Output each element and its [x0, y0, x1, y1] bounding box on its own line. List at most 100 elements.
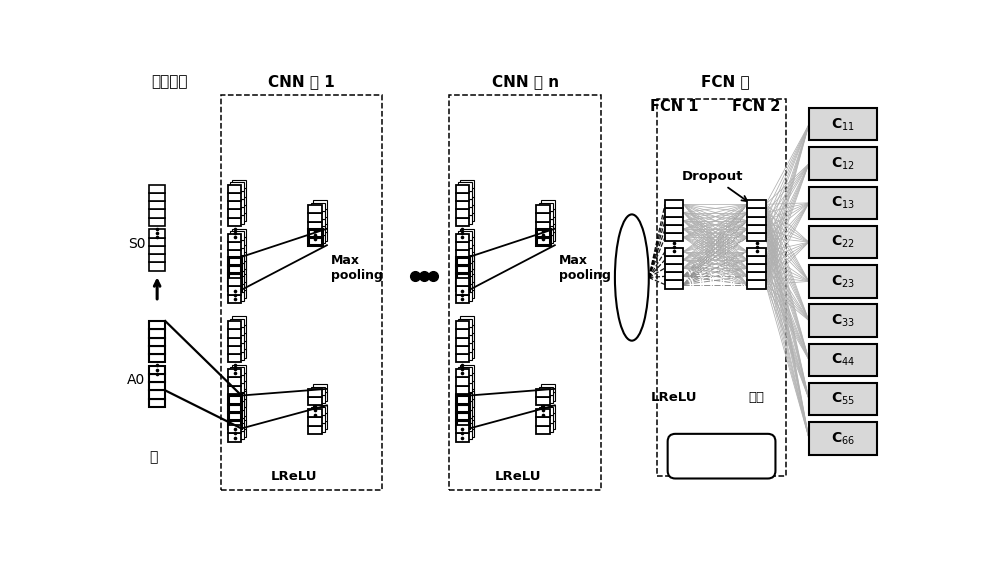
Bar — [149, 338, 165, 346]
Bar — [308, 397, 322, 406]
Bar — [456, 378, 469, 385]
Bar — [311, 415, 325, 424]
Bar — [230, 423, 244, 431]
Bar — [230, 319, 244, 327]
Bar — [228, 266, 241, 275]
Bar — [458, 352, 472, 360]
Bar — [232, 196, 246, 205]
Bar — [458, 279, 472, 288]
Bar — [232, 398, 246, 406]
Bar — [809, 108, 877, 140]
Bar — [228, 412, 241, 420]
Bar — [456, 346, 469, 354]
Bar — [747, 280, 766, 289]
Bar — [228, 433, 241, 442]
Bar — [456, 412, 469, 420]
Bar — [228, 385, 241, 394]
Bar — [228, 369, 241, 378]
Bar — [230, 392, 244, 400]
Bar — [458, 375, 472, 383]
Bar — [458, 191, 472, 199]
Bar — [230, 352, 244, 360]
Bar — [665, 208, 683, 217]
Bar — [230, 199, 244, 207]
Bar — [232, 254, 246, 262]
Bar — [458, 207, 472, 215]
Bar — [456, 321, 469, 329]
Bar — [539, 415, 553, 424]
Bar — [230, 279, 244, 288]
Bar — [232, 213, 246, 222]
Bar — [149, 390, 165, 399]
Bar — [149, 254, 165, 263]
Bar — [539, 227, 553, 234]
Bar — [665, 280, 683, 289]
Bar — [541, 421, 555, 429]
Text: A0: A0 — [127, 373, 145, 387]
Bar — [313, 393, 327, 401]
Bar — [460, 188, 474, 196]
Bar — [149, 354, 165, 362]
Bar — [232, 333, 246, 341]
Bar — [149, 321, 165, 329]
Bar — [311, 203, 325, 211]
Bar — [221, 95, 382, 490]
Bar — [232, 188, 246, 196]
Bar — [311, 219, 325, 227]
Bar — [747, 247, 766, 256]
Bar — [228, 338, 241, 346]
Bar — [228, 404, 241, 412]
Bar — [149, 218, 165, 226]
Bar — [460, 325, 474, 333]
Text: $\mathbf{C}_{44}$: $\mathbf{C}_{44}$ — [831, 352, 855, 368]
Bar — [149, 209, 165, 218]
Bar — [149, 382, 165, 390]
Text: LReLU: LReLU — [271, 470, 317, 482]
Bar — [228, 185, 241, 193]
Bar — [456, 402, 469, 410]
Bar — [456, 209, 469, 218]
Text: CNN 块 1: CNN 块 1 — [268, 75, 335, 89]
Bar — [456, 394, 469, 402]
Bar — [460, 429, 474, 437]
Bar — [456, 329, 469, 338]
Bar — [230, 335, 244, 343]
Text: $\mathbf{C}_{66}$: $\mathbf{C}_{66}$ — [831, 430, 855, 447]
Bar — [232, 282, 246, 290]
Bar — [228, 257, 241, 265]
Bar — [230, 383, 244, 392]
Bar — [536, 389, 550, 397]
Bar — [460, 389, 474, 398]
Bar — [809, 422, 877, 454]
Bar — [313, 217, 327, 225]
Text: $\mathbf{C}_{13}$: $\mathbf{C}_{13}$ — [831, 195, 855, 211]
Bar — [458, 343, 472, 352]
Bar — [149, 246, 165, 254]
Bar — [232, 269, 246, 277]
Bar — [747, 200, 766, 208]
Bar — [313, 209, 327, 217]
Bar — [313, 404, 327, 413]
Bar — [308, 222, 322, 230]
Text: LReLU: LReLU — [651, 391, 697, 404]
Bar — [458, 431, 472, 439]
Bar — [458, 264, 472, 273]
Bar — [228, 420, 241, 429]
Bar — [311, 407, 325, 415]
Bar — [747, 208, 766, 217]
Bar — [458, 255, 472, 263]
Bar — [460, 246, 474, 254]
Text: 线性: 线性 — [749, 391, 765, 404]
Text: $\mathbf{C}_{12}$: $\mathbf{C}_{12}$ — [831, 155, 855, 172]
Bar — [665, 217, 683, 225]
Bar — [460, 420, 474, 429]
Bar — [456, 185, 469, 193]
Bar — [541, 404, 555, 413]
Bar — [313, 413, 327, 421]
Bar — [149, 229, 165, 238]
Bar — [458, 327, 472, 335]
Bar — [228, 287, 241, 295]
Bar — [149, 366, 165, 374]
Bar — [536, 237, 550, 245]
Bar — [665, 247, 683, 256]
